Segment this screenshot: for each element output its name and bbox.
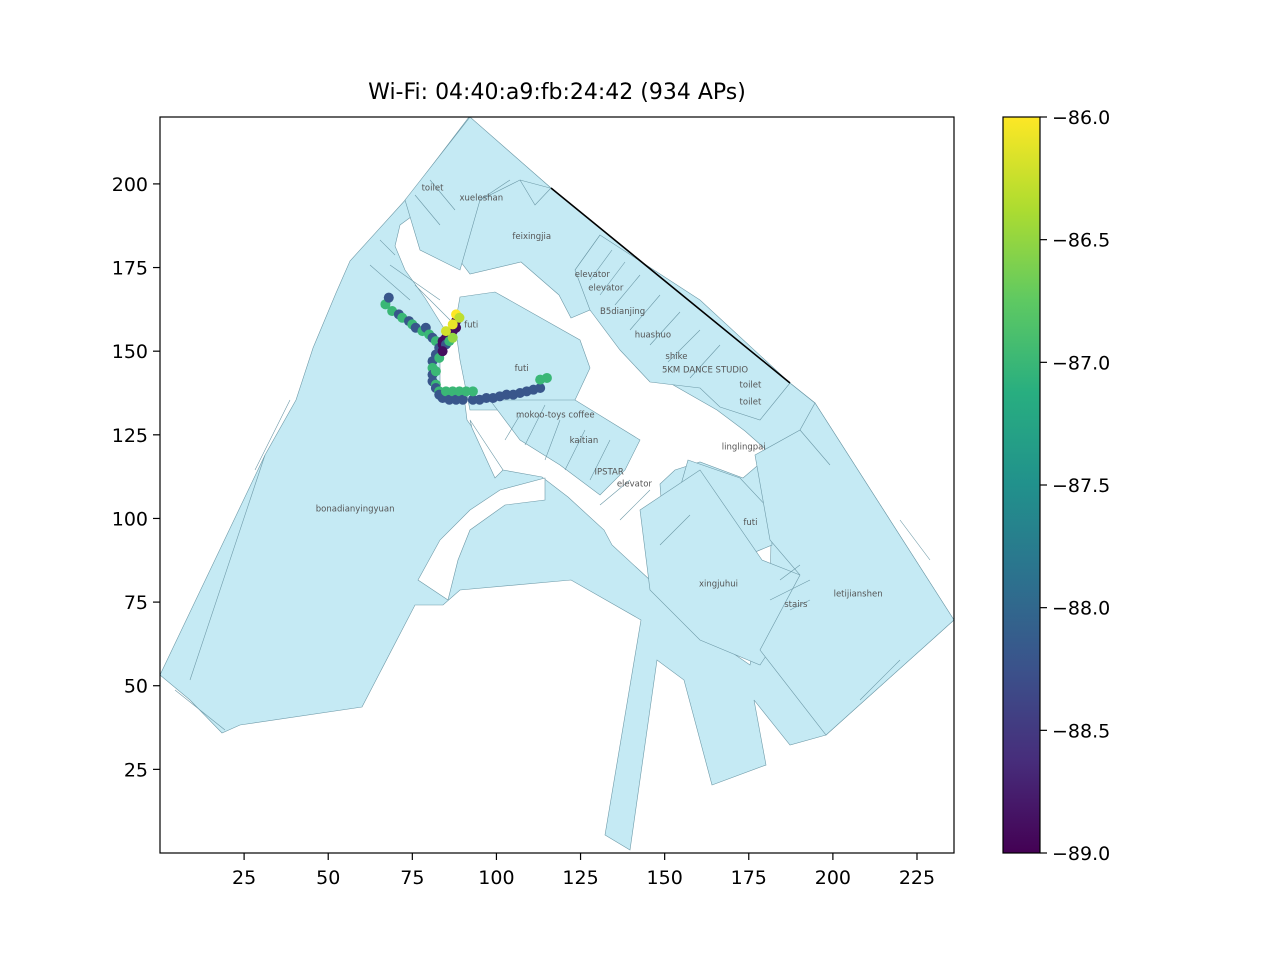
shop-label: xingjuhui: [699, 580, 738, 590]
shop-label: toilet: [740, 381, 762, 391]
partition-lines: [174, 179, 931, 731]
rssi-point: [447, 332, 458, 343]
shop-label: B5dianjing: [600, 307, 645, 317]
rssi-point: [457, 394, 468, 405]
shop-label: 5KM DANCE STUDIO: [662, 366, 748, 376]
shop-label: letijianshen: [834, 590, 883, 600]
shop-label: elevator: [588, 284, 624, 294]
y-axis: 25 50 75 100 125 150 175 200: [112, 174, 160, 781]
shop-label: mokoo-toys coffee: [516, 411, 595, 421]
x-tick-label: 150: [647, 867, 683, 889]
shop-label: futi: [464, 320, 478, 330]
colorbar-tick-label: −88.0: [1052, 598, 1110, 620]
rssi-point: [383, 292, 394, 303]
rssi-point: [437, 346, 448, 357]
x-tick-label: 175: [731, 867, 767, 889]
rssi-point: [467, 386, 478, 397]
shop-label: toilet: [422, 183, 444, 193]
x-tick-label: 25: [232, 867, 256, 889]
colorbar-tick-label: −87.5: [1052, 475, 1110, 497]
exterior-wall: [550, 187, 791, 384]
y-tick-label: 25: [124, 759, 148, 781]
x-tick-label: 200: [815, 867, 851, 889]
corridor-south: [469, 419, 504, 479]
x-tick-label: 75: [400, 867, 424, 889]
colorbar-tick-label: −87.0: [1052, 352, 1110, 374]
shop-label: stairs: [784, 600, 808, 610]
y-tick-label: 75: [124, 592, 148, 614]
shop-label: futi: [515, 364, 529, 374]
rssi-point: [535, 382, 546, 393]
shop-label: futi: [743, 518, 757, 528]
x-tick-label: 50: [316, 867, 340, 889]
rssi-point: [440, 326, 451, 337]
y-tick-label: 175: [112, 258, 148, 280]
floor-plan-plot: toilet xueleshan feixingjia elevator elevato…: [160, 117, 954, 851]
shop-label: toilet: [740, 397, 762, 407]
rssi-point: [430, 366, 441, 377]
shop-label: bonadianyingyuan: [316, 504, 395, 514]
shop-letijianshen: [754, 402, 954, 736]
y-tick-label: 100: [112, 508, 148, 530]
colorbar-tick-label: −86.0: [1052, 107, 1110, 129]
shop-label: huashuo: [635, 330, 671, 340]
chart-title: Wi-Fi: 04:40:a9:fb:24:42 (934 APs): [368, 80, 746, 105]
x-tick-label: 225: [899, 867, 935, 889]
x-tick-label: 125: [562, 867, 598, 889]
rssi-scatter: [380, 292, 552, 405]
shop-label: shike: [665, 352, 687, 362]
x-axis: 25 50 75 100 125 150 175 200 225: [232, 853, 935, 889]
rssi-point: [541, 372, 552, 383]
shop-label: elevator: [575, 270, 611, 280]
shop-label: xueleshan: [459, 193, 503, 203]
shop-labels: toilet xueleshan feixingjia elevator elevato…: [316, 183, 883, 610]
x-tick-label: 100: [478, 867, 514, 889]
shop-mokoo-cluster: [489, 399, 641, 496]
y-tick-label: 50: [124, 676, 148, 698]
colorbar-axis: −86.0 −86.5 −87.0 −87.5 −88.0 −88.5 −89.0: [1040, 107, 1110, 865]
rssi-point: [447, 319, 458, 330]
corridor-west: [417, 477, 546, 601]
colorbar-tick-label: −88.5: [1052, 720, 1110, 742]
shop-label: feixingjia: [512, 232, 551, 242]
y-tick-label: 125: [112, 425, 148, 447]
colorbar-tick-label: −89.0: [1052, 843, 1110, 865]
map-axes-frame: [159, 116, 955, 854]
y-tick-label: 150: [112, 341, 148, 363]
shop-label: elevator: [617, 479, 653, 489]
shop-label: linglingpai: [722, 443, 766, 453]
shop-east-cluster: [574, 234, 791, 421]
colorbar: [1002, 116, 1041, 854]
colorbar-tick-label: −86.5: [1052, 230, 1110, 252]
rssi-point: [454, 312, 465, 323]
shop-label: IPSTAR: [595, 468, 624, 478]
shop-label: kaitian: [570, 436, 599, 446]
y-tick-label: 200: [112, 174, 148, 196]
